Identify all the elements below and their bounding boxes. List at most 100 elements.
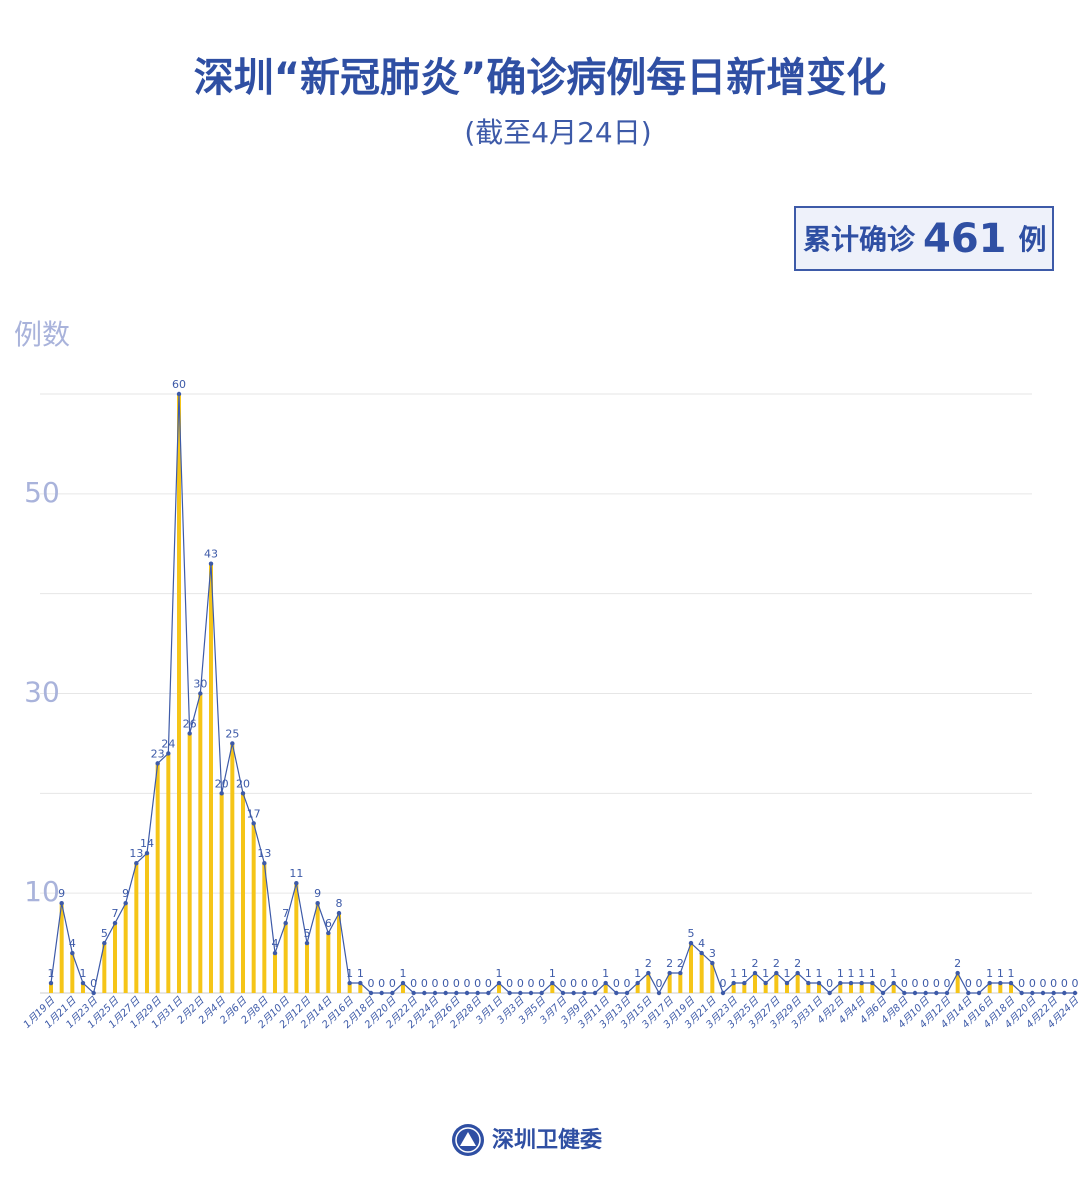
point bbox=[539, 990, 544, 996]
bar bbox=[305, 943, 309, 993]
point bbox=[859, 980, 864, 986]
point bbox=[112, 920, 118, 926]
data-label: 20 bbox=[215, 777, 229, 790]
point bbox=[262, 861, 267, 866]
point bbox=[134, 861, 139, 866]
bar bbox=[817, 983, 821, 993]
point bbox=[944, 990, 950, 996]
data-label: 0 bbox=[378, 977, 385, 990]
bar bbox=[678, 973, 683, 993]
data-label: 30 bbox=[193, 678, 207, 691]
bar bbox=[667, 973, 672, 993]
point bbox=[571, 990, 576, 996]
point bbox=[379, 990, 384, 996]
total-value: 461 bbox=[923, 216, 1007, 262]
point bbox=[806, 980, 811, 986]
y-tick-label: 10 bbox=[24, 875, 60, 908]
bar bbox=[753, 973, 757, 993]
point bbox=[710, 960, 715, 966]
data-label: 23 bbox=[151, 747, 165, 760]
point bbox=[934, 990, 939, 996]
data-label: 0 bbox=[976, 977, 983, 990]
data-label: 1 bbox=[634, 967, 641, 980]
data-label: 11 bbox=[289, 867, 303, 880]
data-label: 6 bbox=[325, 917, 332, 930]
bar bbox=[785, 983, 789, 993]
point bbox=[880, 990, 886, 996]
point bbox=[902, 990, 907, 996]
y-axis-label: 例数 bbox=[14, 318, 70, 351]
data-label: 0 bbox=[944, 977, 951, 990]
bar bbox=[891, 983, 896, 993]
data-label: 0 bbox=[90, 977, 97, 990]
point bbox=[827, 990, 832, 996]
data-label: 0 bbox=[826, 977, 833, 990]
data-label: 5 bbox=[304, 927, 311, 940]
bar bbox=[155, 763, 160, 993]
point bbox=[155, 761, 160, 766]
point bbox=[784, 980, 790, 986]
point bbox=[59, 900, 64, 906]
data-label: 1 bbox=[741, 967, 748, 980]
data-label: 26 bbox=[183, 717, 197, 730]
data-label: 0 bbox=[1018, 977, 1025, 990]
point bbox=[795, 970, 800, 976]
point bbox=[1051, 990, 1056, 996]
data-label: 1 bbox=[805, 967, 812, 980]
bar bbox=[123, 903, 128, 993]
point bbox=[315, 900, 320, 906]
bar bbox=[262, 863, 267, 993]
data-label: 0 bbox=[1050, 977, 1057, 990]
data-label: 4 bbox=[69, 937, 76, 950]
point bbox=[550, 980, 555, 986]
point bbox=[304, 940, 310, 946]
bar bbox=[870, 983, 875, 993]
data-label: 2 bbox=[773, 957, 780, 970]
bar bbox=[731, 983, 736, 993]
bar bbox=[315, 903, 320, 993]
bar bbox=[550, 983, 555, 993]
point bbox=[240, 791, 246, 796]
bar bbox=[145, 853, 149, 993]
bar bbox=[198, 693, 203, 993]
point bbox=[731, 980, 736, 986]
data-label: 2 bbox=[666, 957, 673, 970]
bar bbox=[774, 973, 779, 993]
point bbox=[187, 731, 192, 736]
point bbox=[123, 900, 128, 906]
point bbox=[816, 980, 822, 986]
source-logo bbox=[452, 1124, 484, 1156]
data-label: 1 bbox=[549, 967, 556, 980]
point bbox=[454, 990, 459, 996]
bar bbox=[113, 923, 117, 993]
data-label: 0 bbox=[506, 977, 513, 990]
point bbox=[176, 391, 182, 397]
data-label: 9 bbox=[122, 887, 129, 900]
bar bbox=[273, 953, 277, 993]
point bbox=[518, 990, 523, 996]
bar bbox=[795, 973, 800, 993]
total-label: 累计确诊 bbox=[803, 223, 916, 256]
data-label: 0 bbox=[581, 977, 588, 990]
point bbox=[848, 980, 854, 986]
point bbox=[742, 980, 747, 986]
bar bbox=[689, 943, 693, 993]
bar bbox=[70, 953, 75, 993]
data-label: 1 bbox=[80, 967, 87, 980]
point bbox=[358, 980, 363, 986]
data-label: 1 bbox=[762, 967, 769, 980]
point bbox=[678, 970, 683, 976]
bar bbox=[326, 933, 331, 993]
point bbox=[1072, 990, 1078, 996]
data-label: 2 bbox=[677, 957, 684, 970]
total-box bbox=[794, 206, 1054, 271]
data-label: 0 bbox=[389, 977, 396, 990]
data-label: 25 bbox=[225, 727, 239, 740]
data-label: 9 bbox=[58, 887, 65, 900]
data-label: 1 bbox=[869, 967, 876, 980]
data-label: 2 bbox=[752, 957, 759, 970]
data-label: 0 bbox=[368, 977, 375, 990]
data-label: 1 bbox=[837, 967, 844, 980]
point bbox=[624, 990, 630, 996]
